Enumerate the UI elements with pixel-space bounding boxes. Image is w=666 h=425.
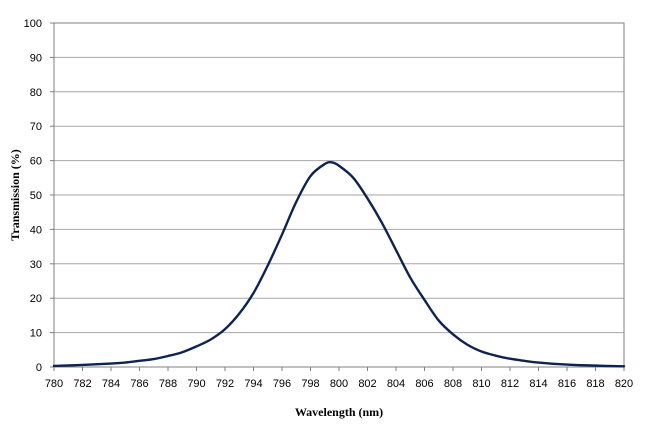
transmission-curve bbox=[52, 160, 626, 368]
y-tick-label: 60 bbox=[30, 156, 42, 168]
x-tick-label: 792 bbox=[216, 378, 234, 390]
y-tick-label: 70 bbox=[30, 121, 42, 133]
y-tick-label: 20 bbox=[30, 293, 42, 305]
x-tick-label: 798 bbox=[301, 378, 319, 390]
x-axis-title: Wavelength (nm) bbox=[295, 405, 383, 419]
y-axis-title: Transmission (%) bbox=[8, 149, 22, 240]
y-tick-label: 40 bbox=[30, 224, 42, 236]
y-tick-label: 90 bbox=[30, 52, 42, 64]
y-tick-label: 50 bbox=[30, 190, 42, 202]
x-tick-label: 820 bbox=[615, 378, 633, 390]
x-tick-label: 812 bbox=[501, 378, 519, 390]
x-tick-label: 780 bbox=[45, 378, 63, 390]
x-tick-label: 794 bbox=[244, 378, 262, 390]
y-tick-label: 30 bbox=[30, 259, 42, 271]
x-tick-label: 810 bbox=[472, 378, 490, 390]
x-tick-label: 806 bbox=[415, 378, 433, 390]
y-tick-label: 10 bbox=[30, 328, 42, 340]
x-tick-label: 808 bbox=[444, 378, 462, 390]
x-tick-label: 802 bbox=[358, 378, 376, 390]
x-tick-label: 790 bbox=[187, 378, 205, 390]
x-tick-label: 786 bbox=[130, 378, 148, 390]
x-tick-label: 782 bbox=[73, 378, 91, 390]
x-tick-label: 784 bbox=[102, 378, 120, 390]
x-tick-label: 816 bbox=[558, 378, 576, 390]
x-tick-label: 814 bbox=[529, 378, 547, 390]
y-tick-label: 100 bbox=[24, 18, 42, 30]
x-tick-label: 818 bbox=[586, 378, 604, 390]
x-tick-label: 796 bbox=[273, 378, 291, 390]
y-tick-label: 80 bbox=[30, 87, 42, 99]
gridlines bbox=[54, 56, 624, 334]
y-axis-ticks: 0 10 20 30 40 50 60 70 80 90 100 bbox=[24, 18, 54, 374]
x-tick-label: 788 bbox=[159, 378, 177, 390]
x-tick-label: 800 bbox=[330, 378, 348, 390]
y-tick-label: 0 bbox=[36, 362, 42, 374]
x-axis-ticks: 780 782 784 786 788 790 792 794 796 798 800 802 804 8… bbox=[45, 367, 633, 390]
x-tick-label: 804 bbox=[387, 378, 405, 390]
